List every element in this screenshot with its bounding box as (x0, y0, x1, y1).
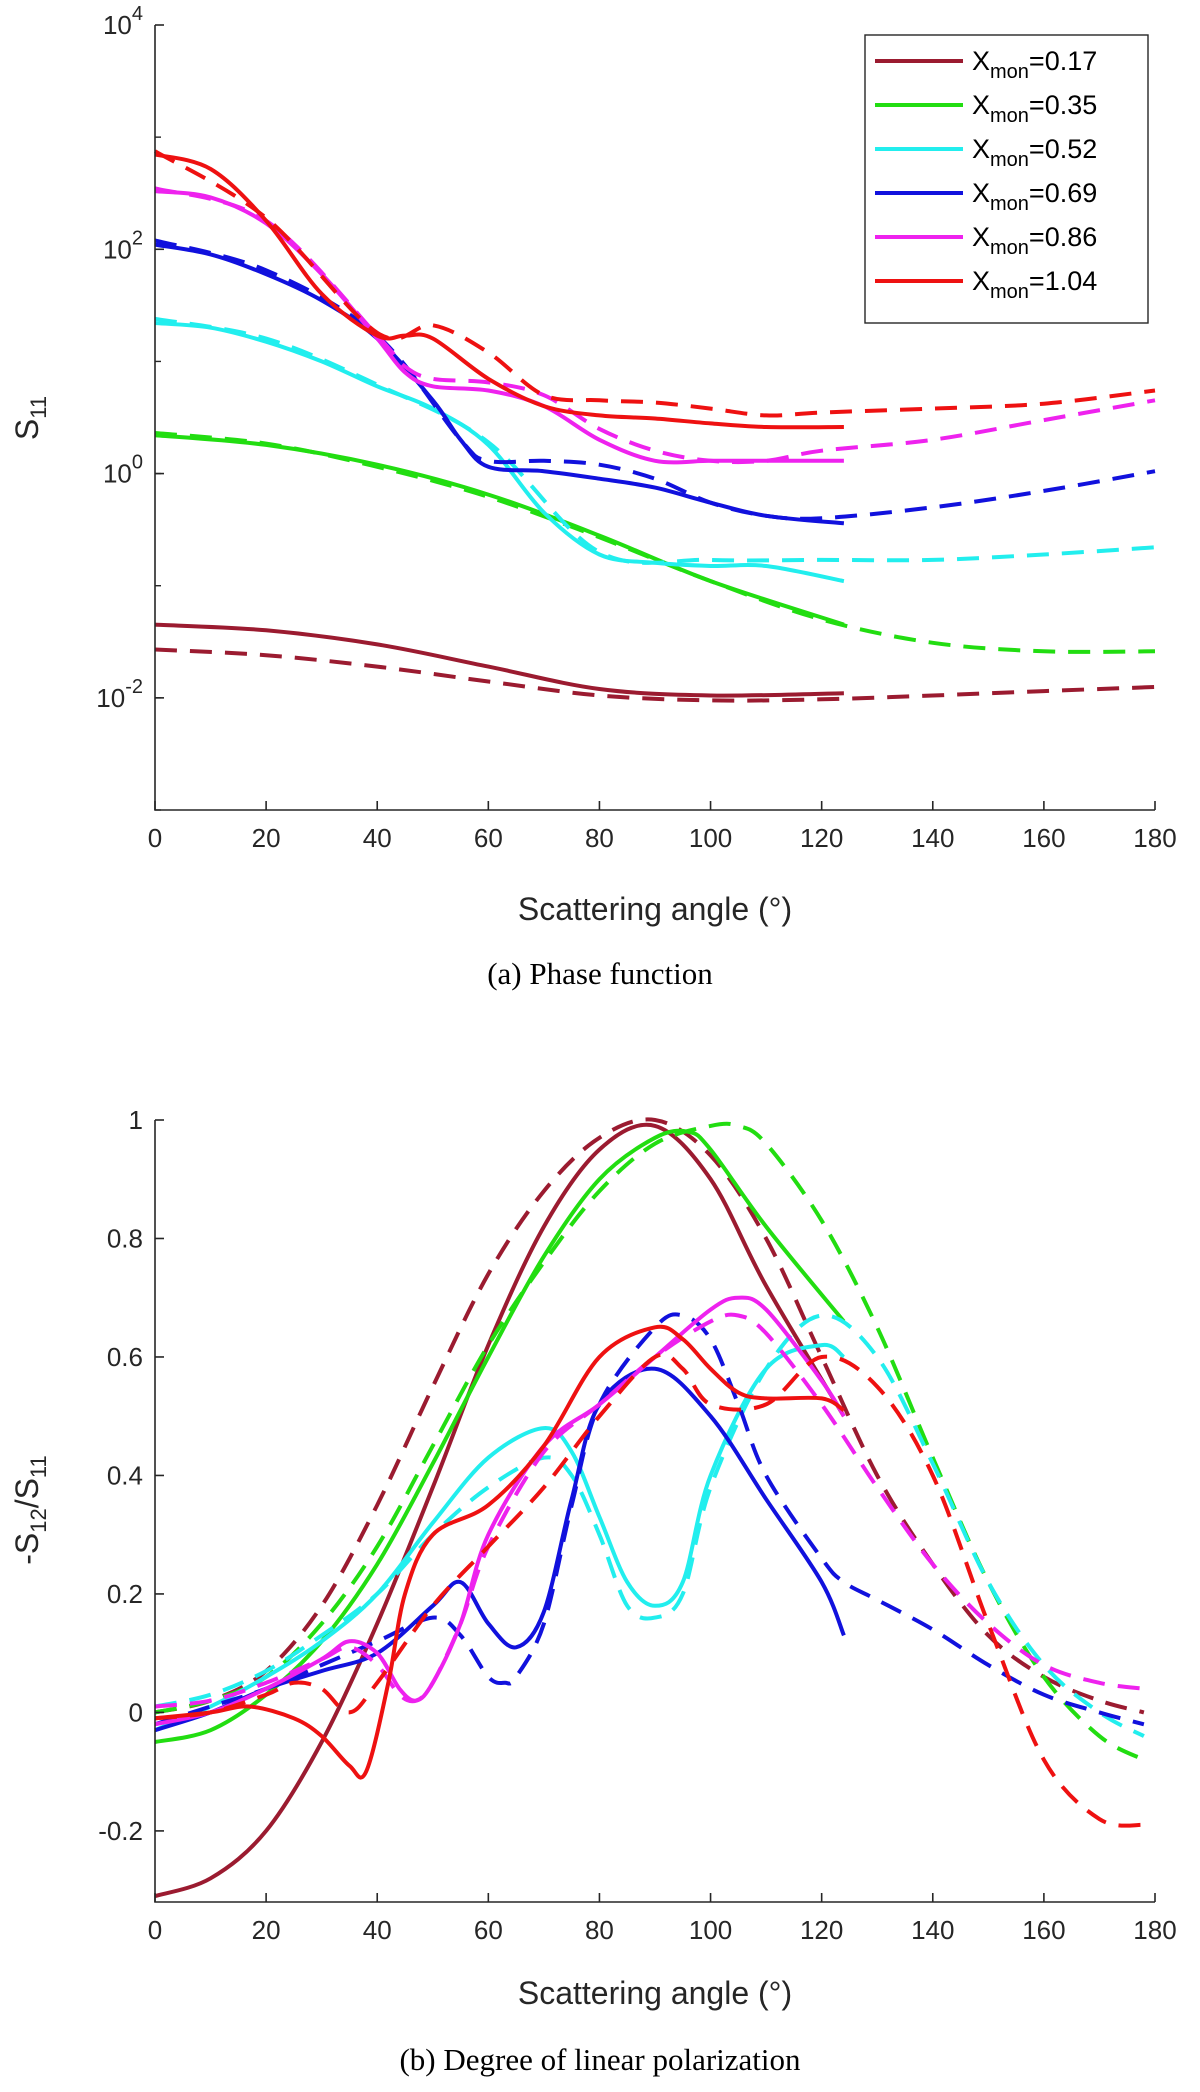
x-tick-label-b-1: 20 (252, 1915, 281, 1945)
caption-b: (b) Degree of linear polarization (399, 2042, 801, 2077)
x-tick-label-a-4: 80 (585, 823, 614, 853)
x-tick-label-a-9: 180 (1133, 823, 1176, 853)
x-tick-label-b-2: 40 (363, 1915, 392, 1945)
x-tick-label-a-3: 60 (474, 823, 503, 853)
x-ticks-b: 0 20 40 60 80 100 120 140 160 180 (148, 1893, 1177, 1945)
panel-a-phase-function: 0 20 40 60 80 100 120 140 160 180 10-2 100 102 104 S… (9, 3, 1177, 991)
series-line-b-9 (154, 1312, 1145, 1709)
x-tick-label-a-0: 0 (148, 823, 162, 853)
panel-b-degree-of-linear-polarization: 0 20 40 60 80 100 120 140 160 180 -0.2 0 0.2 0.4 0.6 0… (9, 1105, 1177, 2077)
legend-label-1: Xmon=0.35 (972, 90, 1097, 127)
series-group-b (154, 1117, 1145, 1899)
legend-label-2: Xmon=0.52 (972, 134, 1097, 171)
x-axis-label-b: Scattering angle (°) (518, 1975, 792, 2011)
series-group-a (153, 149, 1156, 703)
caption-a: (a) Phase function (487, 956, 713, 991)
x-tick-label-b-0: 0 (148, 1915, 162, 1945)
y-tick-label-b-2: 0.2 (107, 1579, 143, 1609)
x-tick-label-b-8: 160 (1022, 1915, 1065, 1945)
x-tick-label-b-7: 140 (911, 1915, 954, 1945)
y-tick-label-a-0: 10-2 (96, 676, 143, 713)
legend-a: Xmon=0.17 Xmon=0.35 Xmon=0.52 Xmon=0.69 Xmon… (864, 34, 1149, 324)
series-line-a-10 (154, 152, 844, 430)
y-tick-label-b-3: 0.4 (107, 1460, 143, 1490)
plot-area-b (155, 1120, 1155, 1902)
legend-label-0: Xmon=0.17 (972, 46, 1097, 83)
series-line-b-3 (154, 1121, 1145, 1762)
x-tick-label-a-2: 40 (363, 823, 392, 853)
x-tick-label-a-1: 20 (252, 823, 281, 853)
y-tick-label-b-4: 0.6 (107, 1342, 143, 1372)
series-line-b-6 (154, 1366, 846, 1733)
y-axis-label-b: -S12/S11 (9, 1455, 51, 1565)
y-tick-label-b-1: 0 (129, 1697, 143, 1727)
y-tick-label-b-0: -0.2 (98, 1816, 143, 1846)
series-line-a-9 (154, 186, 1156, 465)
y-ticks-b: -0.2 0 0.2 0.4 0.6 0.8 1 (98, 1105, 164, 1846)
series-line-a-5 (154, 316, 1156, 565)
x-tick-label-b-5: 100 (689, 1915, 732, 1945)
series-line-a-11 (153, 149, 1156, 418)
series-line-b-10 (154, 1324, 846, 1780)
series-line-b-1 (154, 1117, 1145, 1715)
y-tick-label-b-5: 0.8 (107, 1223, 143, 1253)
x-tick-label-a-8: 160 (1022, 823, 1065, 853)
x-ticks-a: 0 20 40 60 80 100 120 140 160 180 (148, 801, 1177, 853)
y-axis-label-a: S11 (9, 396, 51, 440)
series-line-b-5 (154, 1313, 1145, 1738)
series-line-a-7 (154, 238, 1156, 521)
x-tick-label-b-4: 80 (585, 1915, 614, 1945)
y-ticks-a: 10-2 100 102 104 (96, 3, 164, 811)
series-line-b-11 (154, 1352, 1145, 1828)
legend-frame (864, 34, 1149, 324)
x-tick-label-b-9: 180 (1133, 1915, 1176, 1945)
x-axis-label-a: Scattering angle (°) (518, 891, 792, 927)
x-tick-label-a-7: 140 (911, 823, 954, 853)
x-tick-label-b-6: 120 (800, 1915, 843, 1945)
legend-label-3: Xmon=0.69 (972, 178, 1097, 215)
y-tick-label-b-6: 1 (129, 1105, 143, 1135)
x-tick-label-a-5: 100 (689, 823, 732, 853)
x-tick-label-a-6: 120 (800, 823, 843, 853)
y-tick-label-a-2: 102 (103, 227, 143, 264)
x-tick-label-b-3: 60 (474, 1915, 503, 1945)
series-line-a-4 (154, 321, 845, 584)
legend-label-5: Xmon=1.04 (972, 266, 1097, 303)
series-line-a-0 (154, 622, 844, 698)
y-tick-label-a-1: 100 (103, 452, 143, 489)
y-tick-label-a-3: 104 (103, 3, 143, 40)
series-line-b-4 (154, 1342, 846, 1733)
series-line-b-0 (154, 1122, 846, 1899)
legend-label-4: Xmon=0.86 (972, 222, 1097, 259)
series-line-a-1 (154, 647, 1156, 703)
